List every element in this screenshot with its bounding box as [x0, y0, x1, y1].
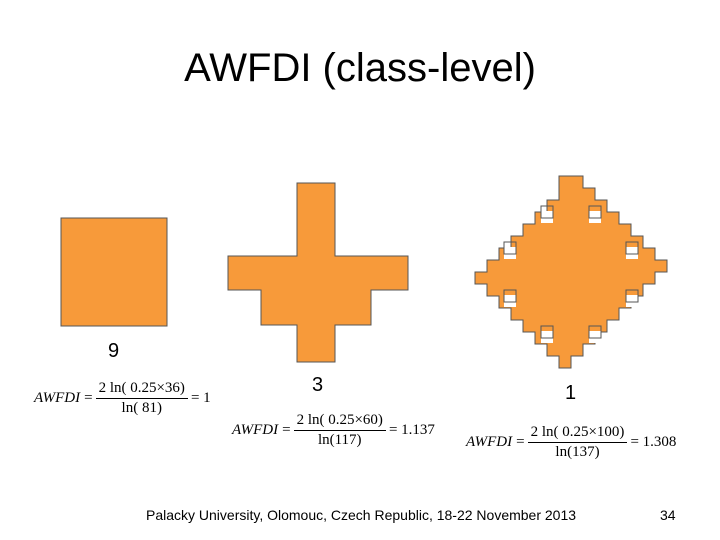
diamond-equation: AWFDI = 2 ln( 0.25×100) ln(137) = 1.308 — [466, 424, 676, 461]
square-value: 9 — [108, 340, 120, 362]
square-shape — [60, 217, 168, 327]
equation-fraction: 2 ln( 0.25×100) ln(137) — [527, 424, 628, 461]
cross-shape — [227, 182, 409, 363]
diamond-value: 1 — [565, 382, 577, 404]
equation-result: = 1.308 — [630, 434, 677, 450]
page-number: 34 — [660, 507, 676, 523]
equation-fraction: 2 ln( 0.25×60) ln(117) — [293, 412, 386, 449]
equation-denominator: ln(137) — [555, 444, 600, 460]
equation-fraction: 2 ln( 0.25×36) ln( 81) — [95, 380, 188, 417]
equation-numerator: 2 ln( 0.25×36) — [95, 380, 188, 399]
equation-denominator: ln(117) — [317, 432, 362, 448]
equation-equals: = — [282, 422, 291, 438]
equation-equals: = — [84, 390, 93, 406]
equation-numerator: 2 ln( 0.25×60) — [293, 412, 386, 431]
square-equation: AWFDI = 2 ln( 0.25×36) ln( 81) = 1 — [34, 380, 211, 417]
equation-denominator: ln( 81) — [121, 400, 162, 416]
equation-equals: = — [516, 434, 525, 450]
equation-lhs: AWFDI — [466, 434, 513, 450]
equation-lhs: AWFDI — [34, 390, 81, 406]
cross-equation: AWFDI = 2 ln( 0.25×60) ln(117) = 1.137 — [232, 412, 435, 449]
equation-lhs: AWFDI — [232, 422, 279, 438]
equation-result: = 1 — [190, 390, 211, 406]
footer-text: Palacky University, Olomouc, Czech Repub… — [146, 507, 577, 523]
equation-numerator: 2 ln( 0.25×100) — [527, 424, 628, 443]
cross-value: 3 — [312, 374, 324, 396]
slide-title: AWFDI (class-level) — [184, 46, 536, 90]
equation-result: = 1.137 — [388, 422, 435, 438]
diamond-shape — [474, 175, 668, 369]
